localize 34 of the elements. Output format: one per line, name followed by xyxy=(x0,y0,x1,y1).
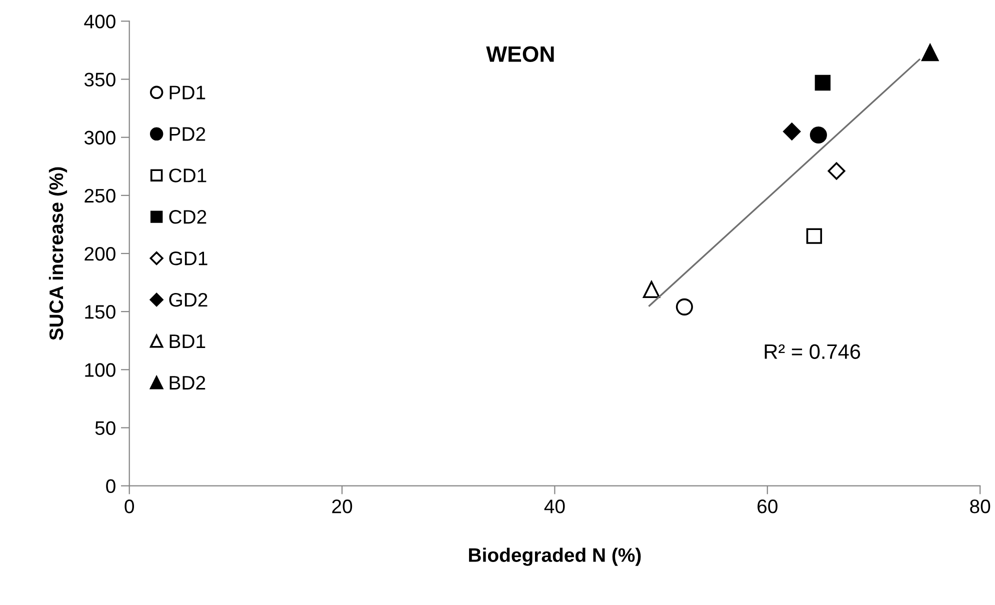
legend-label: GD1 xyxy=(169,251,208,266)
y-tick-label: 300 xyxy=(84,130,116,145)
y-tick-label: 400 xyxy=(84,14,116,28)
y-tick-label: 0 xyxy=(106,479,116,494)
legend-label: BD1 xyxy=(170,334,206,348)
y-axis-title: SUCA increase (%) xyxy=(48,167,68,340)
x-tick-label: 40 xyxy=(544,500,565,514)
legend-label: CD2 xyxy=(169,210,206,224)
point xyxy=(806,228,822,244)
annotation: R² = 0.746 xyxy=(764,344,860,359)
x-axis-title: Biodegraded N (%) xyxy=(469,548,641,566)
x-tick-label: 20 xyxy=(332,500,352,514)
legend-label: PD1 xyxy=(170,86,206,100)
y-tick-label: 350 xyxy=(84,72,116,86)
point xyxy=(828,162,846,180)
legend-label: CD1 xyxy=(169,168,206,182)
y-tick-label: 50 xyxy=(95,421,116,435)
y-tick-label: 100 xyxy=(85,363,116,377)
x-tick-label: 80 xyxy=(970,500,990,514)
point xyxy=(814,74,831,91)
legend-label: BD2 xyxy=(170,376,206,390)
legend-label: GD2 xyxy=(169,292,208,307)
point xyxy=(676,298,693,316)
x-tick-label: 60 xyxy=(758,500,778,514)
point xyxy=(922,44,939,62)
y-tick-label: 150 xyxy=(85,305,116,319)
legend-label: PD2 xyxy=(170,127,206,141)
y-tick-label: 200 xyxy=(84,246,116,261)
x-tick-label: 0 xyxy=(124,500,134,514)
point xyxy=(810,126,827,144)
y-tick-label: 250 xyxy=(84,188,116,203)
point xyxy=(642,280,660,298)
text: WEON xyxy=(486,46,554,62)
point xyxy=(783,122,801,140)
